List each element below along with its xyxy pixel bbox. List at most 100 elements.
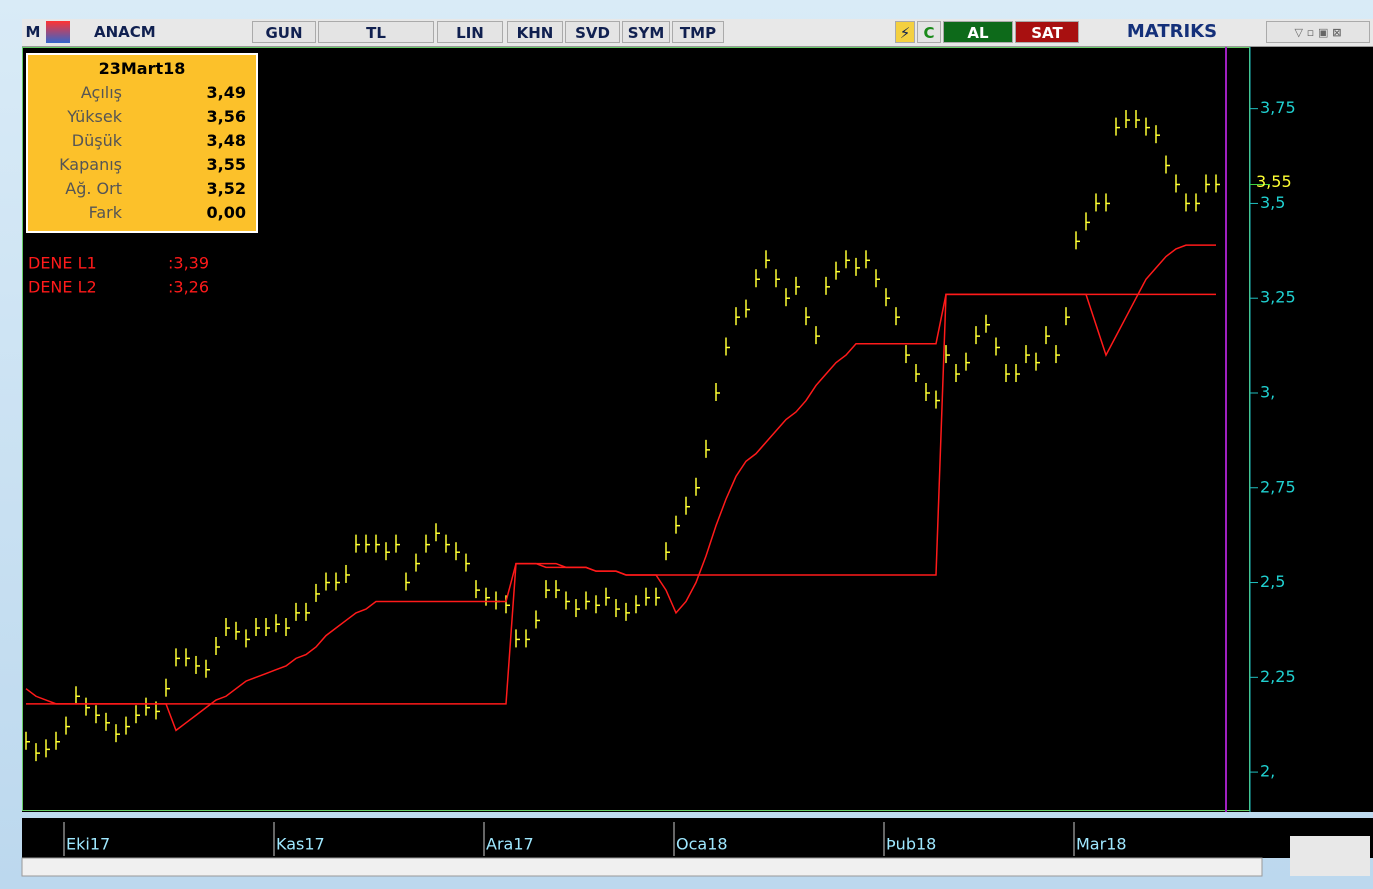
legend-value: :3,26: [168, 278, 209, 297]
price-bar: [735, 307, 740, 326]
price-bar: [275, 614, 280, 633]
price-bar: [315, 583, 320, 602]
price-bar: [875, 269, 880, 288]
price-bar: [535, 610, 540, 629]
info-value: 3,56: [206, 107, 246, 126]
price-bar: [145, 697, 150, 716]
price-bar: [865, 250, 870, 269]
y-tick-label: 3,: [1260, 382, 1275, 401]
price-bar: [1005, 364, 1010, 383]
info-value: 3,48: [206, 131, 246, 150]
price-bar: [285, 618, 290, 637]
toolbar-button[interactable]: TL: [318, 21, 434, 43]
price-bar: [335, 572, 340, 591]
price-bar: [595, 595, 600, 614]
info-value: 3,52: [206, 179, 246, 198]
price-bar: [655, 587, 660, 606]
price-bar: [1015, 364, 1020, 383]
toolbar-button[interactable]: SVD: [565, 21, 620, 43]
flash[interactable]: ⚡: [895, 21, 915, 43]
price-bar: [885, 288, 890, 307]
scrollbar[interactable]: [21, 857, 1263, 877]
price-bar: [815, 326, 820, 345]
info-label: Ağ. Ort: [65, 179, 122, 198]
info-value: 3,49: [206, 83, 246, 102]
y-tick-label: 2,: [1260, 762, 1275, 781]
price-bar: [195, 655, 200, 674]
price-bar: [755, 269, 760, 288]
toolbar-button[interactable]: LIN: [437, 21, 503, 43]
price-bar: [785, 288, 790, 307]
price-bar: [1165, 155, 1170, 174]
info-row: Fark 0,00: [28, 203, 256, 227]
price-bar: [265, 618, 270, 637]
price-bar: [905, 345, 910, 364]
nav-buttons[interactable]: [1290, 836, 1370, 876]
price-bar: [675, 515, 680, 534]
c-button[interactable]: C: [917, 21, 941, 43]
price-bar: [205, 659, 210, 678]
price-bar: [1145, 117, 1150, 136]
toolbar-button[interactable]: GUN: [252, 21, 316, 43]
price-bar: [745, 299, 750, 318]
price-bar: [95, 705, 100, 724]
price-bar: [895, 307, 900, 326]
legend-name: DENE L2: [28, 278, 97, 297]
price-bar: [215, 636, 220, 655]
toolbar-button[interactable]: TMP: [672, 21, 724, 43]
info-label: Kapanış: [59, 155, 122, 174]
price-bar: [765, 250, 770, 269]
price-bar: [555, 580, 560, 599]
price-bar: [1115, 117, 1120, 136]
window-controls[interactable]: ▽ ▫ ▣ ⊠: [1266, 21, 1370, 43]
price-bar: [325, 572, 330, 591]
price-bar: [1135, 110, 1140, 129]
price-bar: [225, 618, 230, 637]
symbol[interactable]: ANACM: [94, 23, 156, 41]
price-bar: [425, 534, 430, 553]
price-bar: [695, 477, 700, 496]
price-bar: [365, 534, 370, 553]
info-label: Yüksek: [67, 107, 122, 126]
price-bar: [445, 534, 450, 553]
price-bar: [355, 534, 360, 553]
price-bar: [1125, 110, 1130, 129]
price-bar: [825, 276, 830, 295]
price-bar: [245, 629, 250, 648]
toolbar-button[interactable]: KHN: [507, 21, 563, 43]
price-bar: [1085, 212, 1090, 231]
price-bar: [995, 337, 1000, 356]
price-bar: [525, 629, 530, 648]
x-tick-label: Mar18: [1076, 835, 1127, 854]
price-bar: [235, 621, 240, 640]
buy-button[interactable]: AL: [943, 21, 1013, 43]
price-bar: [725, 337, 730, 356]
price-bar: [165, 678, 170, 697]
price-bar: [475, 580, 480, 599]
price-bar: [565, 591, 570, 610]
price-bar: [685, 496, 690, 515]
toolbar-button[interactable]: SYM: [622, 21, 670, 43]
price-bar: [1105, 193, 1110, 212]
price-bar: [485, 587, 490, 606]
price-bar: [705, 439, 710, 458]
sell-button[interactable]: SAT: [1015, 21, 1079, 43]
price-bar: [1195, 193, 1200, 212]
price-bar: [25, 731, 30, 750]
price-bar: [1155, 125, 1160, 144]
price-bar: [615, 599, 620, 618]
price-bar: [965, 352, 970, 371]
price-bar: [385, 542, 390, 561]
price-bar: [45, 739, 50, 758]
info-row: Ağ. Ort 3,52: [28, 179, 256, 203]
price-bar: [605, 587, 610, 606]
price-bar: [645, 587, 650, 606]
brand: MATRIKS: [1126, 21, 1218, 42]
price-bar: [295, 602, 300, 621]
info-label: Açılış: [80, 83, 122, 102]
price-bar: [85, 697, 90, 716]
price-bar: [805, 307, 810, 326]
price-bar: [835, 261, 840, 280]
price-bar: [795, 276, 800, 295]
